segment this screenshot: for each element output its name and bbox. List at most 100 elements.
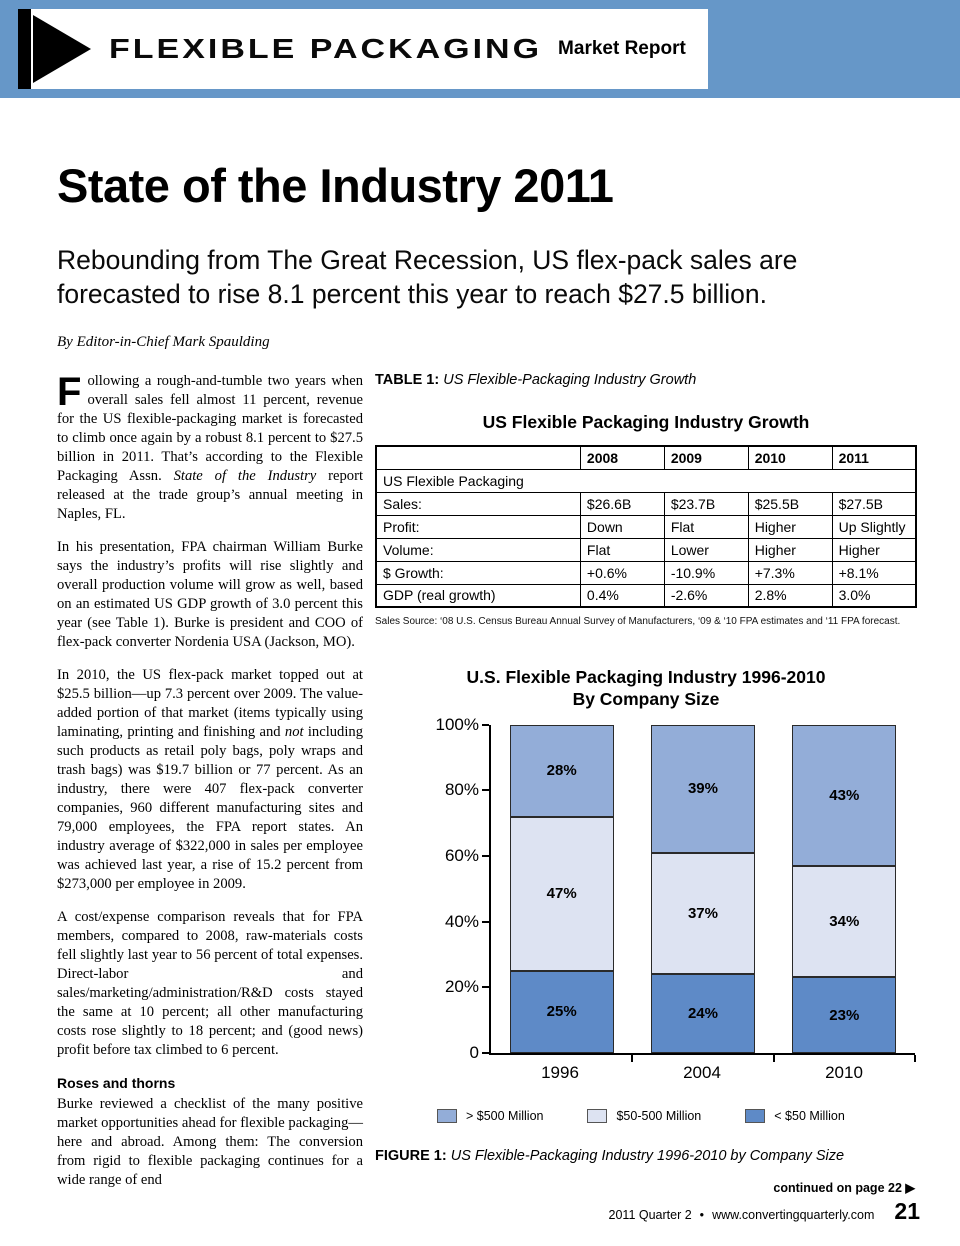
bar-segment: 43% <box>792 724 897 866</box>
table-row: Profit: Down Flat Higher Up Slightly <box>375 514 917 539</box>
table-row: Volume: Flat Lower Higher Higher <box>375 537 917 562</box>
article-paragraph: A cost/expense comparison reveals that f… <box>57 909 363 1058</box>
row-label: Sales: <box>375 491 581 516</box>
cell-value: Higher <box>747 537 833 562</box>
footer-issue: 2011 Quarter 2 <box>608 1208 692 1222</box>
x-axis-tick <box>631 1054 634 1062</box>
table-header-row: 2008 2009 2010 2011 <box>375 445 917 470</box>
report-title-italic: State of the Industry <box>173 468 317 484</box>
y-axis-label: 20% <box>444 977 479 997</box>
bar-segment: 34% <box>792 865 897 978</box>
bar-slot: 23% 34% 43% <box>774 724 915 1053</box>
cell-value: Lower <box>663 537 749 562</box>
section-subhead: Roses and thorns <box>57 1075 176 1091</box>
y-axis-label: 40% <box>444 911 479 931</box>
cell-value: Higher <box>747 514 833 539</box>
legend-swatch <box>745 1108 766 1123</box>
page-title: State of the Industry 2011 <box>57 159 614 212</box>
y-axis-label: 80% <box>444 780 479 800</box>
continued-note: continued on page 22 ▶ <box>773 1180 915 1195</box>
y-axis-tick <box>482 723 489 726</box>
bar-segment-label: 25% <box>546 1003 577 1021</box>
table-header-cell <box>375 445 581 470</box>
emphasis-italic: not <box>284 724 304 740</box>
cell-value: Flat <box>663 514 749 539</box>
article-paragraph: In his presentation, FPA chairman Willia… <box>57 539 363 650</box>
logo-bar <box>18 9 31 89</box>
legend-item: < $50 Million <box>745 1108 845 1123</box>
figure-caption-text: US Flexible-Packaging Industry 1996-2010… <box>446 1147 845 1164</box>
chart-title: U.S. Flexible Packaging Industry 1996-20… <box>466 667 826 687</box>
x-axis-category: 1996 <box>541 1062 579 1082</box>
bar-segment-label: 28% <box>546 762 577 780</box>
bar-segment: 39% <box>650 724 755 853</box>
row-label: $ Growth: <box>375 560 581 585</box>
cell-value: $27.5B <box>831 491 917 516</box>
cell-value: +8.1% <box>831 560 917 585</box>
legend-item: $50-500 Million <box>587 1108 702 1123</box>
page-number: 21 <box>894 1198 920 1224</box>
table-group-header: US Flexible Packaging <box>375 468 917 493</box>
bar-segment-label: 23% <box>829 1006 860 1024</box>
bar-segment: 23% <box>792 977 897 1053</box>
bar-segment: 37% <box>650 852 755 975</box>
x-axis-tick <box>772 1054 775 1062</box>
bar-segment: 24% <box>650 974 755 1053</box>
y-axis-label: 60% <box>444 845 479 865</box>
legend-item: > $500 Million <box>437 1108 543 1123</box>
chart-bars: 25% 47% 28% 24% 37% 39% 23% 34% 43% <box>491 724 915 1053</box>
cell-value: Down <box>579 514 665 539</box>
stacked-bar-chart: 25% 47% 28% 24% 37% 39% 23% 34% 43% 100% 80% 60% 40… <box>375 715 917 1123</box>
brand-suffix: Market Report <box>558 38 686 59</box>
brand-logo: FLEXIBLE PACKAGING <box>109 33 543 65</box>
footer: 2011 Quarter 2 • www.convertingquarterly… <box>609 1198 920 1225</box>
cell-value: 3.0% <box>831 583 917 608</box>
table-label-caption: US Flexible-Packaging Industry Growth <box>443 372 697 388</box>
cell-value: -10.9% <box>663 560 749 585</box>
bar-segment-label: 43% <box>829 786 860 804</box>
dropcap: F <box>57 370 82 414</box>
bar-segment-label: 34% <box>829 913 860 931</box>
paragraph-text: including such products as retail poly b… <box>57 724 363 892</box>
cell-value: +7.3% <box>747 560 833 585</box>
legend-label: $50-500 Million <box>616 1108 702 1123</box>
bar-segment-label: 39% <box>687 780 718 798</box>
row-label: GDP (real growth) <box>375 583 581 608</box>
chart-subtitle: By Company Size <box>572 688 720 709</box>
x-axis-category: 2004 <box>683 1062 721 1082</box>
bar-segment: 28% <box>509 724 614 817</box>
paragraph-text: ollowing a rough-and-tumble two years wh… <box>57 373 363 484</box>
chart-legend: > $500 Million $50-500 Million < $50 Milli… <box>437 1108 917 1123</box>
cell-value: 0.4% <box>579 583 665 608</box>
y-axis-tick <box>482 1051 489 1054</box>
brand-triangle-icon <box>33 15 91 83</box>
x-axis-tick <box>914 1054 916 1062</box>
table-header-cell: 2009 <box>663 445 749 470</box>
paragraph-text: report released at the trade group’s ann… <box>57 468 363 522</box>
table-row: GDP (real growth) 0.4% -2.6% 2.8% 3.0% <box>375 583 917 608</box>
article-right-column: TABLE 1: US Flexible-Packaging Industry … <box>375 372 917 1166</box>
figure-caption: FIGURE 1: US Flexible-Packaging Industry… <box>375 1147 875 1167</box>
header-banner: FLEXIBLE PACKAGING Market Report <box>0 0 960 98</box>
cell-value: +0.6% <box>579 560 665 585</box>
article-subtitle: Rebounding from The Great Recession, US … <box>57 245 798 309</box>
bar-segment-label: 37% <box>687 904 718 922</box>
table-group-row: US Flexible Packaging <box>375 468 917 493</box>
row-label: Profit: <box>375 514 581 539</box>
table-header-cell: 2011 <box>831 445 917 470</box>
continued-text: continued on page 22 <box>773 1181 906 1195</box>
footer-bullet: • <box>699 1208 705 1222</box>
cell-value: 2.8% <box>747 583 833 608</box>
x-axis-labels: 1996 2004 2010 <box>489 1063 915 1083</box>
bar-segment: 25% <box>509 970 614 1053</box>
footer-website: www.convertingquarterly.com <box>712 1208 875 1222</box>
table-title: US Flexible Packaging Industry Growth <box>482 412 810 432</box>
y-axis-tick <box>482 920 489 923</box>
bar-segment: 47% <box>509 816 614 971</box>
bar-segment-label: 24% <box>687 1004 718 1022</box>
y-axis-tick <box>482 854 489 857</box>
cell-value: Flat <box>579 537 665 562</box>
